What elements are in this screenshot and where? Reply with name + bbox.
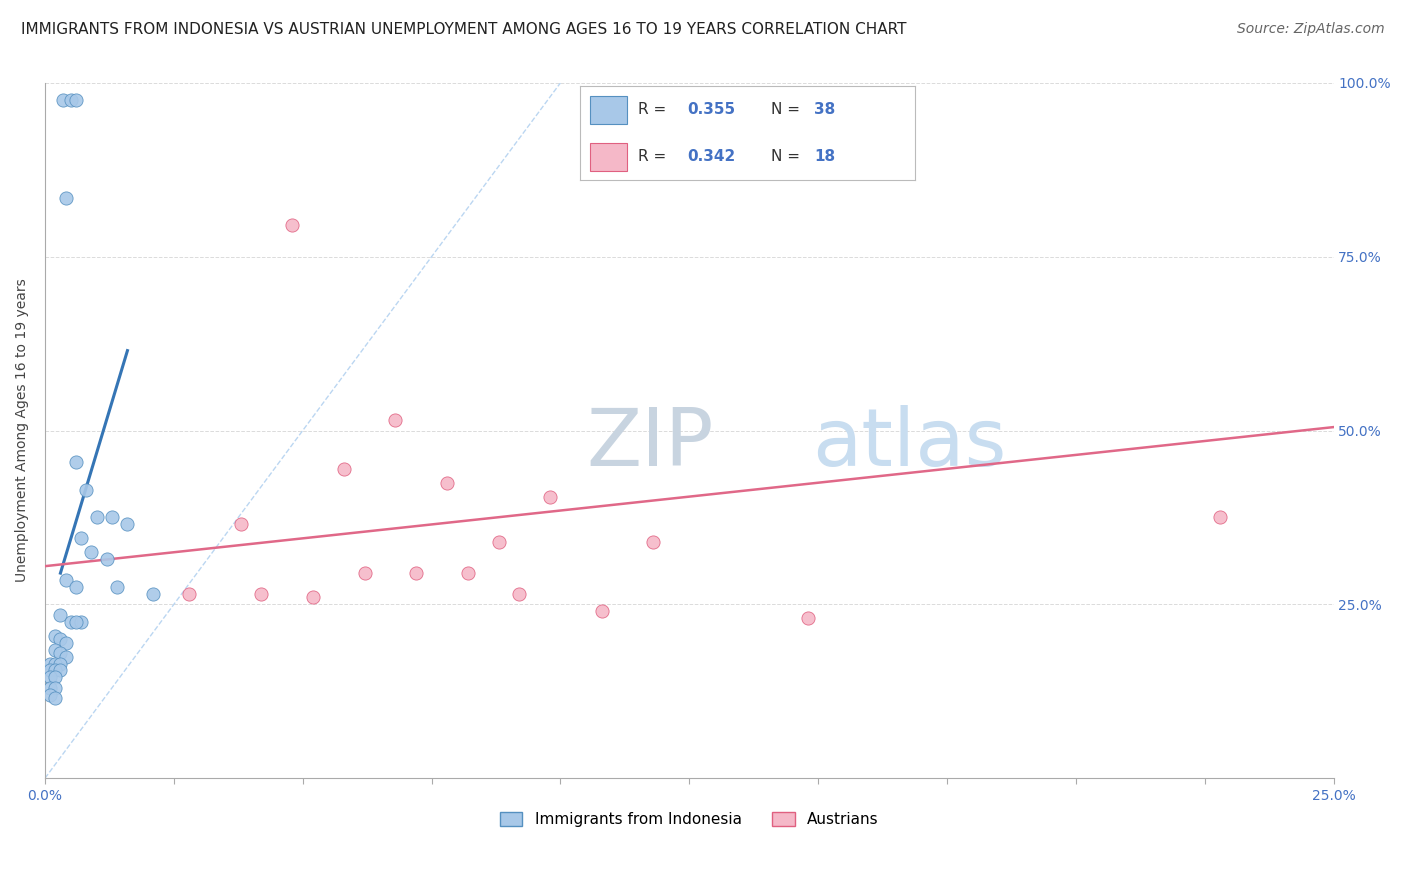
Text: atlas: atlas [811, 406, 1007, 483]
Point [39, 664, 62, 678]
Point [65, 455, 87, 469]
Point [70, 615, 93, 629]
Point [65, 93, 87, 107]
Point [117, 517, 139, 532]
Point [49, 657, 72, 671]
Point [457, 566, 479, 581]
Point [86, 510, 108, 524]
Point [55, 649, 77, 664]
Point [333, 462, 356, 476]
Point [65, 580, 87, 594]
Point [80, 545, 103, 559]
Point [250, 587, 273, 601]
Point [44, 657, 66, 671]
Point [70, 532, 93, 546]
Point [49, 607, 72, 622]
Point [1209, 510, 1232, 524]
Point [44, 670, 66, 684]
Point [508, 587, 530, 601]
Point [179, 587, 201, 601]
Y-axis label: Unemployment Among Ages 16 to 19 years: Unemployment Among Ages 16 to 19 years [15, 278, 30, 582]
Point [55, 635, 77, 649]
Point [55, 573, 77, 587]
Point [44, 664, 66, 678]
Text: IMMIGRANTS FROM INDONESIA VS AUSTRIAN UNEMPLOYMENT AMONG AGES 16 TO 19 YEARS COR: IMMIGRANTS FROM INDONESIA VS AUSTRIAN UN… [21, 22, 907, 37]
Point [49, 646, 72, 660]
Point [44, 642, 66, 657]
Point [436, 475, 458, 490]
Point [405, 566, 427, 581]
Point [96, 552, 118, 566]
Point [39, 681, 62, 695]
Point [59, 93, 82, 107]
Point [49, 632, 72, 647]
Point [797, 611, 820, 625]
Point [75, 483, 97, 497]
Point [39, 670, 62, 684]
Point [39, 688, 62, 702]
Point [281, 219, 304, 233]
Point [55, 191, 77, 205]
Point [39, 657, 62, 671]
Point [142, 587, 165, 601]
Point [44, 681, 66, 695]
Point [353, 566, 375, 581]
Point [591, 604, 613, 618]
Point [229, 517, 252, 532]
Point [384, 413, 406, 427]
Point [101, 510, 124, 524]
Point [488, 534, 510, 549]
Text: ZIP: ZIP [586, 406, 713, 483]
Point [302, 591, 325, 605]
Point [538, 490, 561, 504]
Point [59, 615, 82, 629]
Point [105, 580, 128, 594]
Point [49, 664, 72, 678]
Point [643, 534, 665, 549]
Point [65, 615, 87, 629]
Point [44, 629, 66, 643]
Legend: Immigrants from Indonesia, Austrians: Immigrants from Indonesia, Austrians [494, 805, 886, 833]
Point [52, 93, 75, 107]
Text: Source: ZipAtlas.com: Source: ZipAtlas.com [1237, 22, 1385, 37]
Point [44, 691, 66, 706]
